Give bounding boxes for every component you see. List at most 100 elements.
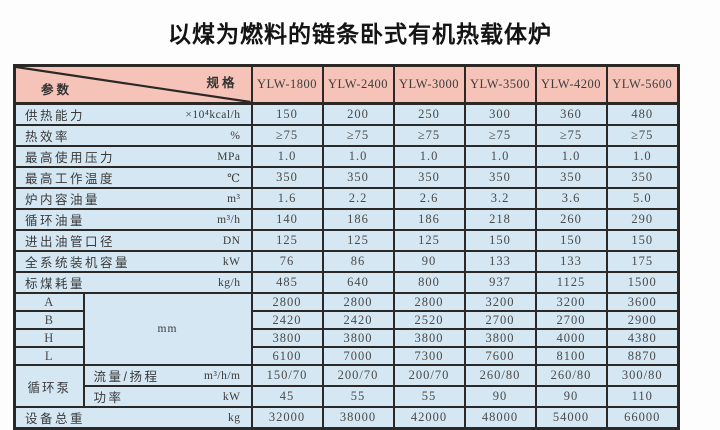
value-cell: 8870 xyxy=(605,346,680,366)
model-header: YLW-5600 xyxy=(605,64,680,105)
row-label: 热效率 xyxy=(25,130,71,144)
value-cell: 350 xyxy=(250,166,324,189)
param-flex: 进出油管口径 DN xyxy=(17,232,250,250)
value-cell: 3800 xyxy=(463,328,537,348)
value-cell: 290 xyxy=(605,208,680,231)
value-cell: 125 xyxy=(250,229,324,252)
value-cell: 480 xyxy=(605,102,680,126)
param-cell: 循环油量 m³/h xyxy=(13,208,253,231)
value-cell: 2420 xyxy=(250,310,324,330)
value-cell: 2800 xyxy=(250,292,324,312)
dim-label-cell: B xyxy=(13,310,85,330)
value-cell: 110 xyxy=(605,385,680,408)
spec-table: 规格 参数 YLW-1800 YLW-2400 YLW-3000 YLW-350… xyxy=(13,64,680,430)
value-cell: ≥75 xyxy=(463,124,537,147)
spec-header-label: 规格 xyxy=(206,76,238,90)
row-label: 供热能力 xyxy=(25,109,86,123)
value-cell: 3200 xyxy=(463,292,537,312)
corner-cell: 规格 参数 xyxy=(13,64,253,105)
value-cell: 150 xyxy=(605,229,680,252)
row-label: 全系统装机容量 xyxy=(25,256,131,270)
table-row: L 6100 7000 7300 7600 8100 8870 xyxy=(13,346,680,366)
value-cell: 1.0 xyxy=(605,145,680,168)
value-cell: 3800 xyxy=(250,328,324,348)
value-cell: 90 xyxy=(534,385,608,408)
value-cell: 2420 xyxy=(321,310,395,330)
value-cell: 175 xyxy=(605,250,680,273)
value-cell: 1500 xyxy=(605,271,680,294)
value-cell: 3800 xyxy=(321,328,395,348)
row-label: 最高工作温度 xyxy=(25,172,116,186)
model-header: YLW-1800 xyxy=(250,64,324,105)
value-cell: 90 xyxy=(463,385,537,408)
value-cell: 48000 xyxy=(463,406,537,430)
row-unit: kg/h xyxy=(218,276,241,289)
value-cell: 2800 xyxy=(321,292,395,312)
value-cell: 1125 xyxy=(534,271,608,294)
value-cell: 360 xyxy=(534,102,608,126)
value-cell: 2800 xyxy=(392,292,466,312)
value-cell: 4000 xyxy=(534,328,608,348)
table-row: 循环油量 m³/h 140 186 186 218 260 290 xyxy=(13,208,680,231)
param-flex: 标煤耗量 kg/h xyxy=(17,274,250,292)
value-cell: 42000 xyxy=(392,406,466,430)
value-cell: 38000 xyxy=(321,406,395,430)
value-cell: 90 xyxy=(392,250,466,273)
row-unit: MPa xyxy=(217,150,241,163)
row-label: 设备总重 xyxy=(25,412,86,426)
value-cell: 1.0 xyxy=(463,145,537,168)
param-cell: 炉内容油量 m³ xyxy=(13,187,253,210)
model-header: YLW-4200 xyxy=(534,64,608,105)
value-cell: 150 xyxy=(463,229,537,252)
value-cell: 2700 xyxy=(463,310,537,330)
value-cell: 125 xyxy=(392,229,466,252)
param-flex: 功率 kW xyxy=(86,388,250,406)
header-row: 规格 参数 YLW-1800 YLW-2400 YLW-3000 YLW-350… xyxy=(13,64,680,105)
value-cell: 7600 xyxy=(463,346,537,366)
row-label: 流量/扬程 xyxy=(93,370,160,384)
value-cell: 186 xyxy=(392,208,466,231)
row-unit: m³/h/m xyxy=(204,369,241,382)
value-cell: 2520 xyxy=(392,310,466,330)
value-cell: ≥75 xyxy=(534,124,608,147)
param-flex: 设备总重 kg xyxy=(17,409,250,427)
value-cell: 1.0 xyxy=(250,145,324,168)
param-cell: 热效率% xyxy=(13,124,253,147)
value-cell: 66000 xyxy=(605,406,680,430)
value-cell: 350 xyxy=(321,166,395,189)
row-unit: DN xyxy=(222,234,241,247)
value-cell: 260/80 xyxy=(463,364,537,387)
pump-label-cell: 循环泵 xyxy=(13,364,85,408)
dim-label-cell: L xyxy=(13,346,85,366)
value-cell: 3800 xyxy=(392,328,466,348)
value-cell: 350 xyxy=(534,166,608,189)
value-cell: 4380 xyxy=(605,328,680,348)
value-cell: 5.0 xyxy=(605,187,680,210)
value-cell: 55 xyxy=(321,385,395,408)
param-flex: 最高工作温度 ℃ xyxy=(17,169,250,186)
value-cell: 1.0 xyxy=(392,145,466,168)
table-row: 最高使用压力 MPa 1.0 1.0 1.0 1.0 1.0 1.0 xyxy=(13,145,680,168)
page-title: 以煤为燃料的链条卧式有机热载体炉 xyxy=(168,21,552,47)
row-unit: % xyxy=(230,129,241,142)
value-cell: 200 xyxy=(321,102,395,126)
value-cell: 54000 xyxy=(534,406,608,430)
table-row: 进出油管口径 DN 125 125 125 150 150 150 xyxy=(13,229,680,252)
value-cell: 125 xyxy=(321,229,395,252)
value-cell: 3.2 xyxy=(463,187,537,210)
row-unit: m³/h xyxy=(217,213,241,226)
value-cell: 3200 xyxy=(534,292,608,312)
param-cell: 供热能力 ×10⁴kcal/h xyxy=(13,102,253,126)
row-unit: ×10⁴kcal/h xyxy=(185,108,241,121)
value-cell: 150 xyxy=(534,229,608,252)
value-cell: 7000 xyxy=(321,346,395,366)
row-label: 功率 xyxy=(93,391,124,405)
value-cell: 3600 xyxy=(605,292,680,312)
row-unit: m³ xyxy=(227,192,241,205)
value-cell: 218 xyxy=(463,208,537,231)
value-cell: ≥75 xyxy=(605,124,680,147)
table-row: 功率 kW 45 55 55 90 90 110 xyxy=(15,385,680,408)
param-cell: 进出油管口径 DN xyxy=(13,229,253,252)
value-cell: 640 xyxy=(321,271,395,294)
